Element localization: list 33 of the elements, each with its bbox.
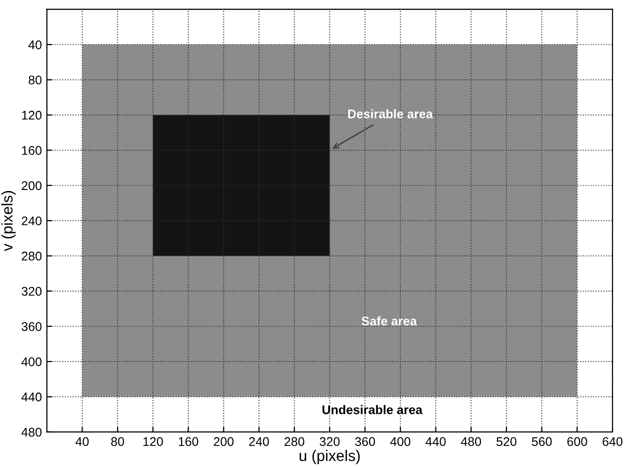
y-tick-label: 320: [22, 286, 42, 296]
x-tick-label: 160: [178, 437, 198, 446]
x-tick-label: 40: [76, 437, 89, 446]
x-tick-label: 360: [355, 437, 375, 446]
x-axis-title: u (pixels): [300, 450, 360, 464]
x-tick-label: 640: [602, 437, 622, 446]
annotation: Desirable area: [348, 109, 433, 118]
x-tick-label: 240: [249, 437, 269, 446]
x-tick-label: 80: [111, 437, 124, 446]
x-tick-label: 280: [284, 437, 304, 446]
x-tick-label: 520: [496, 437, 516, 446]
annotation: Safe area: [362, 316, 417, 326]
y-tick-label: 360: [22, 322, 42, 331]
x-tick-label: 200: [214, 437, 234, 446]
y-tick-label: 280: [22, 252, 42, 261]
annotation: Undesirable area: [322, 405, 423, 414]
y-tick-label: 160: [22, 146, 42, 155]
x-tick-label: 120: [143, 437, 163, 446]
x-tick-label: 560: [532, 437, 552, 446]
x-tick-label: 440: [426, 437, 446, 446]
y-tick-label: 440: [21, 392, 42, 402]
y-tick-label: 400: [21, 357, 42, 366]
y-tick-label: 120: [22, 110, 42, 120]
y-axis-title: v (pixels): [1, 191, 16, 252]
y-tick-label: 480: [21, 428, 42, 437]
y-tick-label: 80: [28, 76, 42, 84]
y-tick-label: 200: [22, 181, 42, 190]
x-tick-label: 400: [390, 437, 410, 446]
x-tick-label: 320: [320, 437, 340, 446]
y-tick-label: 40: [28, 40, 42, 50]
x-tick-label: 600: [567, 437, 588, 446]
x-tick-label: 480: [460, 437, 482, 446]
y-tick-label: 240: [22, 216, 42, 226]
